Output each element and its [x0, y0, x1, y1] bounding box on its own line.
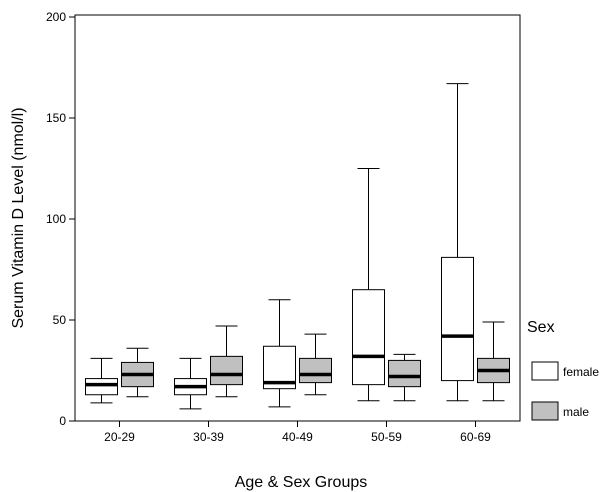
- x-tick-label-40-49: 40-49: [282, 430, 313, 444]
- box-male-40-49: [299, 333, 332, 396]
- y-tick-label-150: 150: [46, 111, 66, 125]
- box-female-40-49: [263, 299, 296, 408]
- box-female-60-69: [441, 83, 474, 402]
- legend-swatch-female: [531, 361, 559, 381]
- box-male-60-69: [477, 321, 510, 402]
- y-tick-label-0: 0: [59, 414, 66, 428]
- iqr-box: [388, 359, 421, 388]
- box-male-50-59: [388, 353, 421, 402]
- boxes: [85, 83, 510, 410]
- y-tick-label-50: 50: [53, 313, 67, 327]
- x-axis: 20-29 30-39 40-49 50-59 60-69: [104, 421, 491, 444]
- iqr-box: [299, 357, 332, 384]
- x-tick-label-30-39: 30-39: [193, 430, 224, 444]
- legend-label-male: male: [563, 405, 589, 419]
- legend-label-female: female: [563, 365, 599, 379]
- legend-title: Sex: [527, 319, 555, 336]
- iqr-box: [85, 378, 118, 396]
- y-tick-label-200: 200: [46, 10, 66, 24]
- iqr-box: [210, 355, 243, 386]
- box-male-30-39: [210, 325, 243, 398]
- x-axis-title: Age & Sex Groups: [235, 474, 368, 491]
- x-tick-label-50-59: 50-59: [371, 430, 402, 444]
- x-tick-label-20-29: 20-29: [104, 430, 135, 444]
- legend-swatch-male: [531, 401, 559, 421]
- y-axis-title: Serum Vitamin D Level (nmol/l): [10, 107, 27, 328]
- box-female-30-39: [174, 357, 207, 410]
- iqr-box: [441, 256, 474, 382]
- box-female-20-29: [85, 357, 118, 404]
- iqr-box: [352, 289, 385, 386]
- legend: Sex female male: [527, 319, 599, 421]
- y-axis: 0 50 100 150 200: [46, 10, 75, 428]
- y-tick-label-100: 100: [46, 212, 66, 226]
- box-male-20-29: [121, 347, 154, 398]
- box-female-50-59: [352, 168, 385, 402]
- x-tick-label-60-69: 60-69: [460, 430, 491, 444]
